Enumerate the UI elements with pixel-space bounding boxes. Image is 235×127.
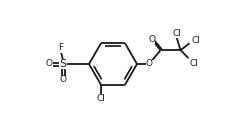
Text: Cl: Cl [172,29,181,38]
Text: Cl: Cl [189,59,198,68]
Text: Cl: Cl [97,94,106,103]
Text: O: O [145,60,153,68]
Text: Cl: Cl [191,36,200,45]
Text: O: O [148,35,155,44]
Text: O: O [46,60,52,68]
Text: O: O [59,75,67,84]
Text: S: S [59,59,67,69]
Text: F: F [59,44,63,52]
